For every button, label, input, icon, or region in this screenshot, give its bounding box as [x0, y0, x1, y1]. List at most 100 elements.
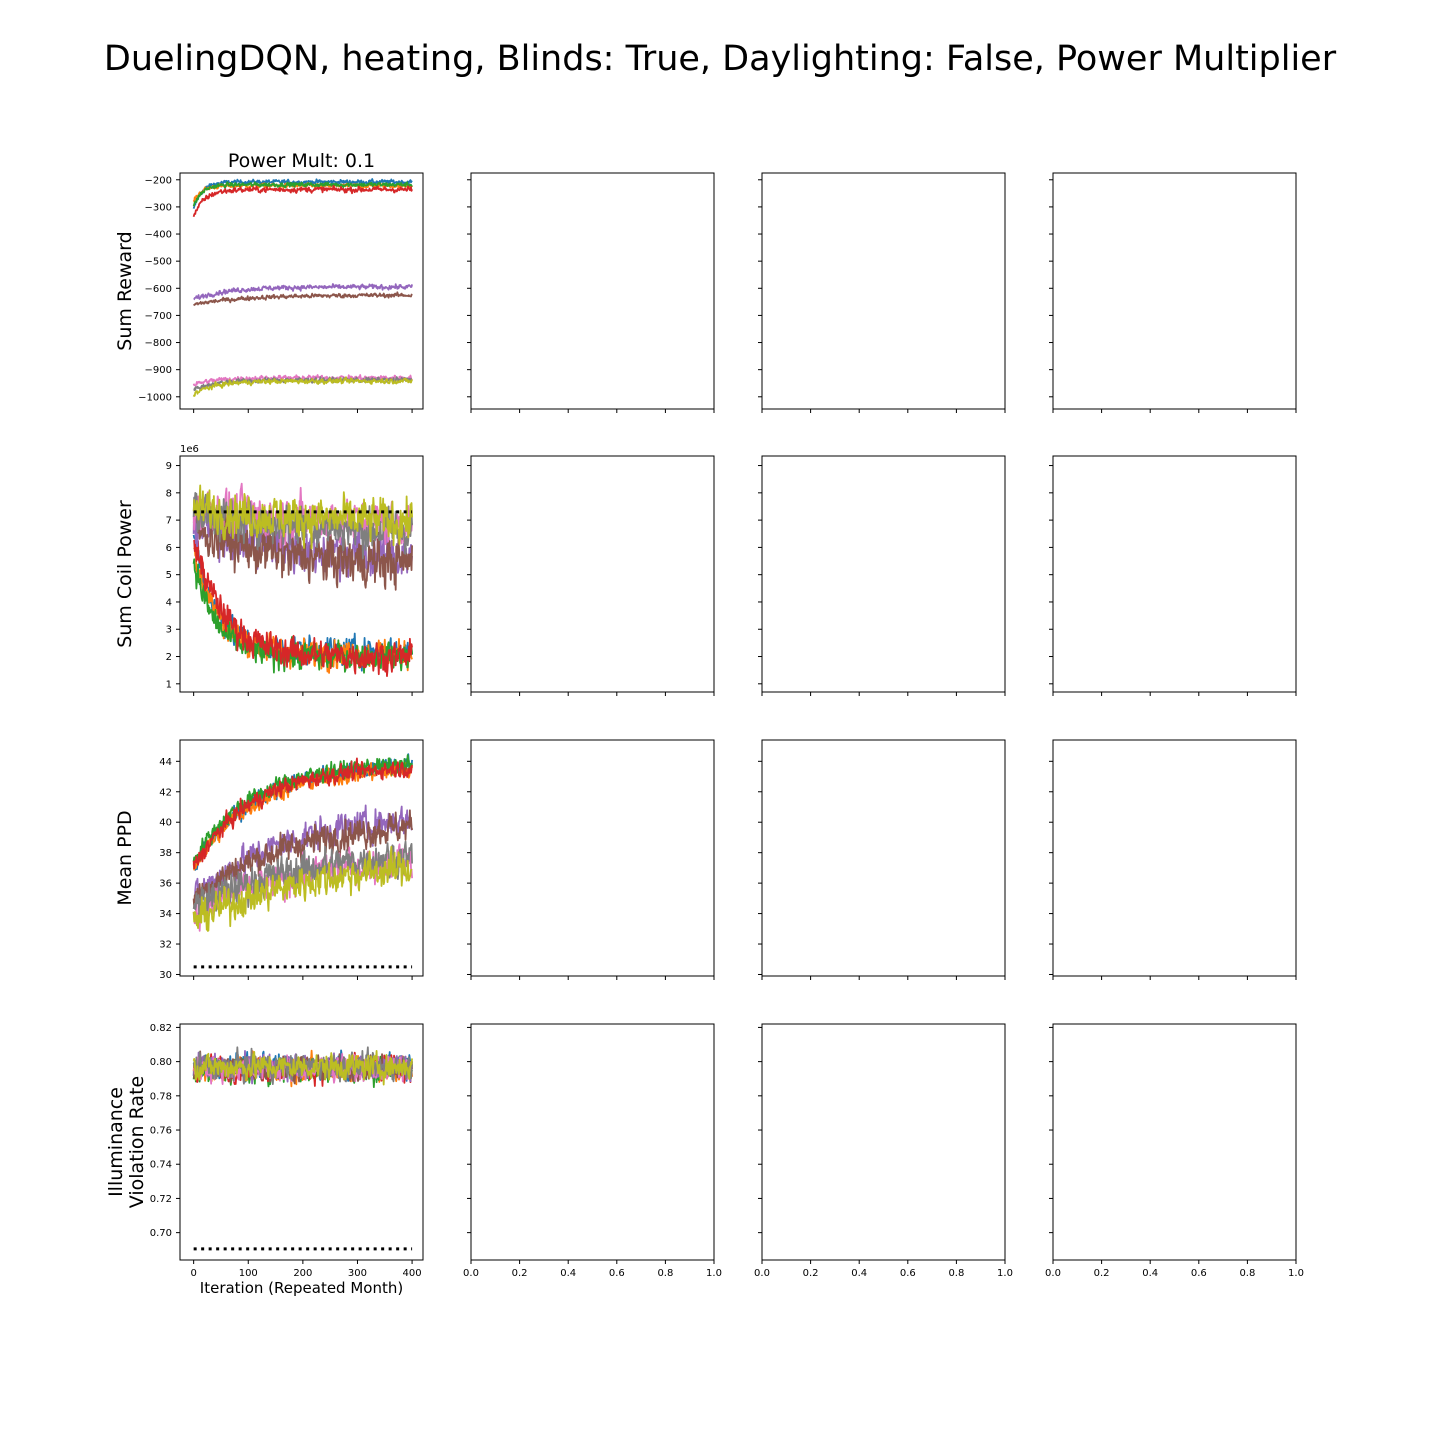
x-tick-label: 0.0: [754, 1268, 770, 1279]
y-tick-label: −500: [145, 257, 172, 268]
series-line-9: [192, 484, 413, 550]
panel-title: Power Mult: 0.1: [228, 150, 375, 172]
y-tick-label: 0.74: [150, 1160, 172, 1171]
y-tick-label: 30: [159, 970, 172, 981]
x-tick-label: 0.2: [1094, 1268, 1110, 1279]
axes-frame: [1052, 172, 1297, 410]
subplot-r1-c2: [467, 172, 715, 413]
y-tick-label: −800: [145, 338, 172, 349]
series-line-9: [192, 845, 413, 932]
y-tick-label: −700: [145, 311, 172, 322]
axes-frame: [1052, 1023, 1297, 1261]
subplot-r4-c1: 0.70 0.72 0.74 0.76 0.78 0.80 0.82 0 100 200 300 40…: [105, 1023, 424, 1297]
x-tick-label: 1.0: [997, 1268, 1013, 1279]
axes-frame: [470, 1023, 715, 1261]
y-tick-label: 3: [166, 625, 172, 636]
y-tick-label: −1000: [138, 392, 172, 403]
subplot-r3-c4: [1049, 739, 1297, 980]
series-line-9: [192, 1049, 413, 1086]
axes-frame: [761, 739, 1006, 977]
y-tick-label: 0.82: [150, 1023, 172, 1034]
series-line-4: [192, 757, 413, 870]
x-tick-label: 0.2: [803, 1268, 819, 1279]
y-tick-label: 0.80: [150, 1057, 172, 1068]
series-line-3: [192, 181, 413, 207]
x-tick-label: 200: [293, 1268, 312, 1279]
series-line-4: [192, 184, 413, 218]
x-axis-label: Iteration (Repeated Month): [200, 1279, 403, 1297]
axes-frame: [470, 739, 715, 977]
y-tick-label: 44: [159, 757, 172, 768]
x-tick-label: 0.8: [657, 1268, 673, 1279]
x-tick-label: 0.6: [900, 1268, 916, 1279]
y-tick-label: 0.70: [150, 1228, 172, 1239]
y-tick-label: 32: [159, 940, 172, 951]
subplot-grid: −200 −300 −400 −500 −600 −700 −800 −900 −1000 Pow…: [105, 150, 1304, 1297]
y-tick-label: 0.76: [150, 1126, 172, 1137]
y-tick-label: 2: [166, 652, 172, 663]
series-line-4: [192, 539, 413, 678]
x-tick-label: 0.4: [851, 1268, 867, 1279]
y-tick-label: 6: [166, 543, 172, 554]
subplot-r3-c1: 30 32 34 36 38 40 42 44 Mean PPD: [114, 739, 424, 981]
x-tick-label: 0: [190, 1268, 196, 1279]
y-axis-label-line: Illuminance: [105, 1087, 127, 1197]
x-tick-label: 0.4: [560, 1268, 576, 1279]
series-line-6: [192, 502, 413, 591]
x-tick-label: 400: [403, 1268, 422, 1279]
subplot-r3-c3: [758, 739, 1006, 980]
figure-title: DuelingDQN, heating, Blinds: True, Dayli…: [104, 39, 1337, 79]
y-axis-label-line: Violation Rate: [126, 1076, 148, 1208]
y-tick-label: 0.78: [150, 1091, 172, 1102]
axes-frame: [761, 1023, 1006, 1261]
y-tick-label: −300: [145, 202, 172, 213]
axes-frame: [761, 455, 1006, 693]
y-tick-label: 0.72: [150, 1194, 172, 1205]
axes-frame: [179, 455, 424, 693]
plot-area: [192, 753, 413, 969]
x-tick-label: 300: [348, 1268, 367, 1279]
subplot-r4-c3: 0.0 0.2 0.4 0.6 0.8 1.0: [754, 1023, 1013, 1279]
series-line-5: [193, 283, 413, 301]
x-tick-label: 0.0: [463, 1268, 479, 1279]
y-tick-label: −400: [145, 230, 172, 241]
y-tick-label: 38: [159, 848, 172, 859]
subplot-r2-c3: [758, 455, 1006, 696]
y-offset-label: 1e6: [180, 444, 199, 455]
axes-frame: [179, 172, 424, 410]
x-tick-label: 0.6: [609, 1268, 625, 1279]
axes-frame: [179, 739, 424, 977]
x-tick-label: 1.0: [706, 1268, 722, 1279]
x-tick-label: 100: [239, 1268, 258, 1279]
y-tick-label: 9: [166, 461, 172, 472]
subplot-r4-c4: 0.0 0.2 0.4 0.6 0.8 1.0: [1045, 1023, 1304, 1279]
y-axis-label: Mean PPD: [114, 810, 136, 905]
subplot-r1-c4: [1049, 172, 1297, 413]
y-tick-label: 36: [159, 879, 172, 890]
y-tick-label: 8: [166, 488, 172, 499]
axes-frame: [470, 455, 715, 693]
series-line-6: [192, 291, 413, 307]
x-tick-label: 0.0: [1045, 1268, 1061, 1279]
x-tick-label: 0.6: [1191, 1268, 1207, 1279]
subplot-r3-c2: [467, 739, 715, 980]
y-axis-label: Sum Reward: [114, 231, 136, 350]
y-tick-label: 42: [159, 787, 172, 798]
axes-frame: [470, 172, 715, 410]
y-tick-label: 1: [166, 679, 172, 690]
y-tick-label: 40: [159, 818, 172, 829]
x-tick-label: 0.4: [1142, 1268, 1158, 1279]
subplot-r4-c2: 0.0 0.2 0.4 0.6 0.8 1.0: [463, 1023, 722, 1279]
axes-frame: [761, 172, 1006, 410]
y-axis-label: Sum Coil Power: [114, 500, 136, 648]
subplot-r2-c2: [467, 455, 715, 696]
y-tick-label: 34: [159, 909, 172, 920]
y-tick-label: −900: [145, 365, 172, 376]
x-tick-label: 1.0: [1288, 1268, 1304, 1279]
series-line-9: [192, 376, 413, 398]
subplot-r2-c4: [1049, 455, 1297, 696]
plot-area: [192, 1046, 413, 1251]
y-tick-label: 5: [166, 570, 172, 581]
x-tick-label: 0.8: [948, 1268, 964, 1279]
